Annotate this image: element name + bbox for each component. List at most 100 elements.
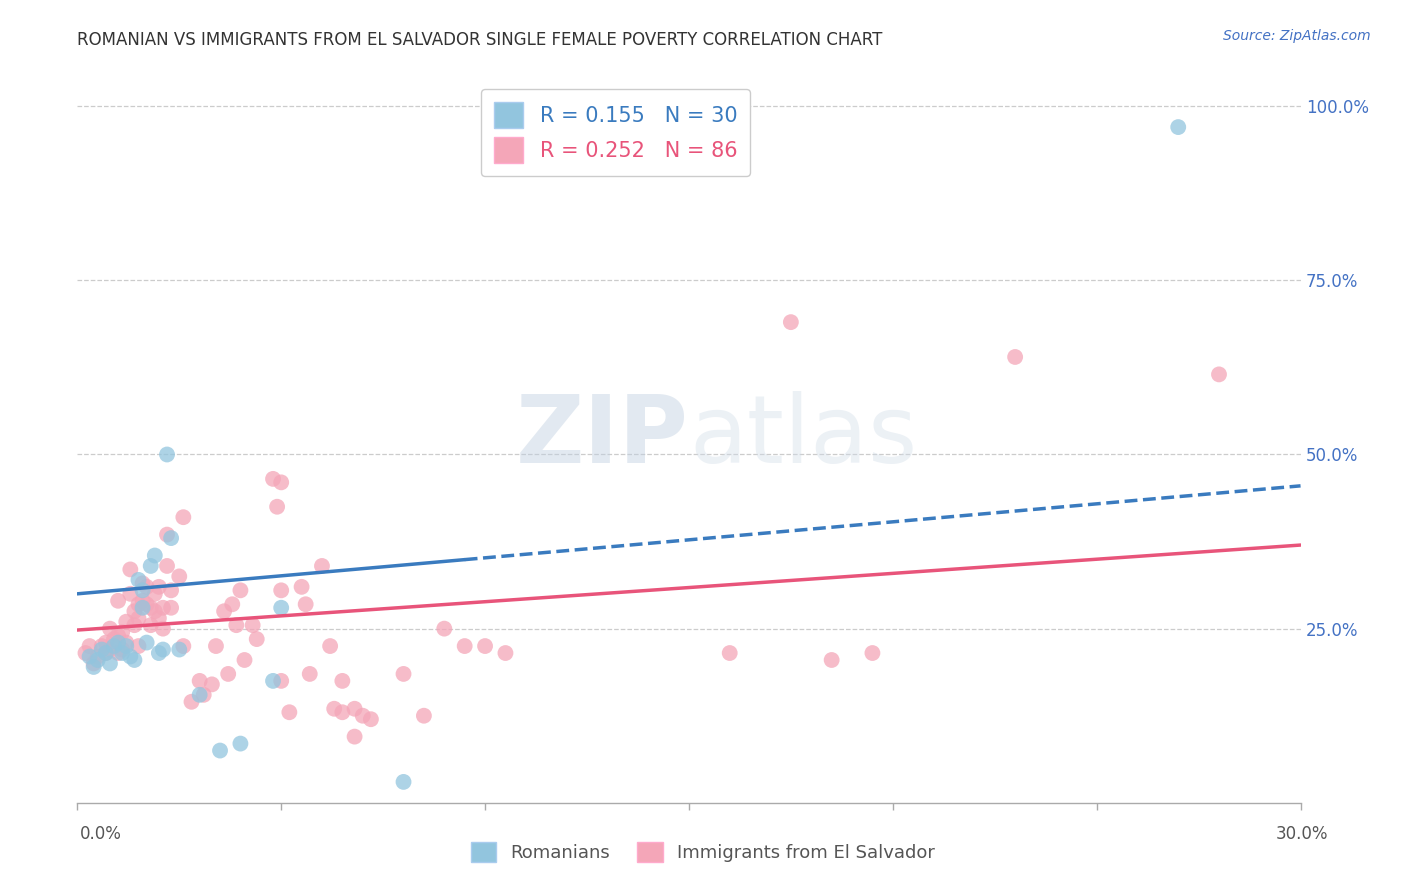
Point [111,625,134,640]
Point [94,646,117,660]
Point [103,639,125,653]
Point [332,705,354,719]
Point [98,622,121,636]
Point [128,573,150,587]
Point [135,580,157,594]
Point [343,730,366,744]
Point [111,642,134,657]
Point [193,688,215,702]
Point [124,604,146,618]
Point [143,549,166,563]
Point [209,743,232,757]
Point [139,600,162,615]
Point [107,629,129,643]
Point [311,558,333,573]
Point [152,642,174,657]
Point [270,475,292,490]
Point [212,604,235,618]
Text: Source: ZipAtlas.com: Source: ZipAtlas.com [1223,29,1371,43]
Point [107,646,129,660]
Y-axis label: Single Female Poverty: Single Female Poverty [0,352,7,522]
Point [262,673,284,688]
Point [152,600,174,615]
Point [217,667,239,681]
Point [294,597,316,611]
Point [139,618,162,632]
Point [156,558,179,573]
Point [360,712,382,726]
Point [242,618,264,632]
Point [433,622,456,636]
Point [160,531,183,545]
Point [188,688,211,702]
Point [103,632,125,646]
Point [780,315,803,329]
Point [135,635,157,649]
Point [120,649,142,664]
Text: 30.0%: 30.0% [1277,825,1329,843]
Point [169,569,191,583]
Point [115,639,138,653]
Point [169,642,191,657]
Point [128,639,150,653]
Point [392,775,415,789]
Point [139,558,162,573]
Point [1208,368,1230,382]
Point [107,594,129,608]
Point [156,448,179,462]
Point [131,576,153,591]
Point [319,639,342,653]
Point [128,597,150,611]
Point [1167,120,1189,134]
Point [718,646,741,660]
Point [115,615,138,629]
Point [131,600,153,615]
Point [160,600,183,615]
Point [98,642,121,657]
Point [246,632,269,646]
Point [225,618,247,632]
Point [352,708,374,723]
Point [152,622,174,636]
Text: ROMANIAN VS IMMIGRANTS FROM EL SALVADOR SINGLE FEMALE POVERTY CORRELATION CHART: ROMANIAN VS IMMIGRANTS FROM EL SALVADOR … [77,31,883,49]
Point [229,583,252,598]
Point [87,653,110,667]
Point [862,646,884,660]
Point [343,702,366,716]
Point [111,646,134,660]
Point [156,527,179,541]
Point [495,646,517,660]
Point [205,639,228,653]
Point [160,583,183,598]
Point [79,649,101,664]
Point [188,673,211,688]
Point [180,695,202,709]
Point [94,635,117,649]
Point [323,702,346,716]
Point [1004,350,1026,364]
Point [148,646,170,660]
Point [98,657,121,671]
Text: atlas: atlas [689,391,917,483]
Point [278,705,301,719]
Point [229,737,252,751]
Point [270,583,292,598]
Point [172,639,194,653]
Legend: R = 0.155   N = 30, R = 0.252   N = 86: R = 0.155 N = 30, R = 0.252 N = 86 [481,89,749,176]
Point [124,618,146,632]
Point [172,510,194,524]
Point [94,646,117,660]
Point [87,649,110,664]
Point [413,708,436,723]
Point [90,642,112,657]
Point [332,673,354,688]
Point [221,597,243,611]
Point [474,639,496,653]
Point [821,653,844,667]
Point [291,580,314,594]
Legend: Romanians, Immigrants from El Salvador: Romanians, Immigrants from El Salvador [464,834,942,870]
Point [262,472,284,486]
Point [120,587,142,601]
Point [120,562,142,576]
Point [83,660,105,674]
